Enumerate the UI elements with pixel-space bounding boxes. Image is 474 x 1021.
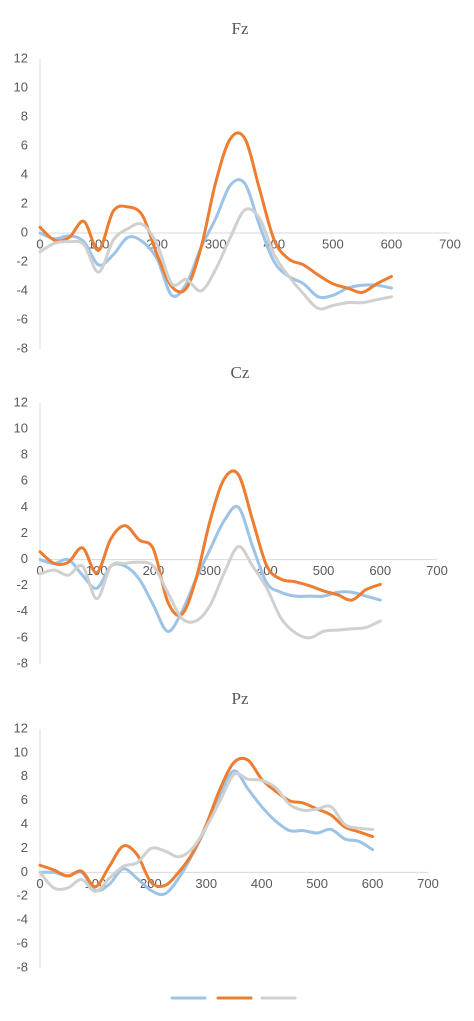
y-tick-label: 4 <box>21 166 28 181</box>
data-line <box>38 207 393 311</box>
y-tick-label: 12 <box>14 394 28 409</box>
y-tick-label: 10 <box>14 79 28 94</box>
x-tick-label: 500 <box>313 563 335 578</box>
x-tick-label: 300 <box>195 876 217 891</box>
y-tick-label: 0 <box>21 864 28 879</box>
data-line <box>38 131 393 295</box>
y-tick-label: 8 <box>21 768 28 783</box>
data-line <box>38 469 382 617</box>
x-tick-label: 500 <box>322 236 344 251</box>
y-tick-label: 10 <box>14 421 28 436</box>
y-tick-label: 12 <box>14 720 28 735</box>
y-tick-label: 4 <box>21 816 28 831</box>
y-tick-label: -6 <box>16 629 28 644</box>
y-tick-label: -6 <box>16 311 28 326</box>
x-tick-label: 600 <box>369 563 391 578</box>
chart-title: Pz <box>232 689 249 708</box>
y-tick-label: 10 <box>14 744 28 759</box>
x-tick-label: 0 <box>36 236 43 251</box>
y-tick-label: -2 <box>16 888 28 903</box>
chart-title: Cz <box>231 363 250 382</box>
y-tick-label: -4 <box>16 912 28 927</box>
y-tick-label: -6 <box>16 936 28 951</box>
data-line <box>38 545 382 640</box>
y-tick-label: 8 <box>21 108 28 123</box>
x-tick-label: 500 <box>306 876 328 891</box>
x-tick-label: 700 <box>439 236 461 251</box>
y-tick-label: -8 <box>16 655 28 670</box>
x-tick-label: 600 <box>362 876 384 891</box>
y-tick-label: 12 <box>14 50 28 65</box>
y-tick-label: 0 <box>21 551 28 566</box>
y-tick-label: -8 <box>16 959 28 974</box>
data-line <box>38 178 393 300</box>
y-tick-label: 2 <box>21 840 28 855</box>
chart-title: Fz <box>232 19 249 38</box>
x-tick-label: 0 <box>36 563 43 578</box>
y-tick-label: 6 <box>21 792 28 807</box>
data-line <box>38 504 382 633</box>
y-tick-label: 0 <box>21 224 28 239</box>
y-tick-label: -4 <box>16 282 28 297</box>
x-tick-label: 700 <box>417 876 439 891</box>
data-line <box>38 756 375 889</box>
data-line <box>38 772 375 894</box>
x-tick-label: 400 <box>251 876 273 891</box>
y-tick-label: -4 <box>16 603 28 618</box>
x-tick-label: 300 <box>199 563 221 578</box>
y-tick-label: -2 <box>16 253 28 268</box>
x-tick-label: 300 <box>205 236 227 251</box>
y-tick-label: 6 <box>21 137 28 152</box>
y-tick-label: -8 <box>16 340 28 355</box>
y-tick-label: 6 <box>21 473 28 488</box>
y-tick-label: 8 <box>21 447 28 462</box>
y-tick-label: 2 <box>21 525 28 540</box>
x-tick-label: 0 <box>36 876 43 891</box>
y-tick-label: -2 <box>16 577 28 592</box>
y-tick-label: 4 <box>21 499 28 514</box>
x-tick-label: 700 <box>426 563 448 578</box>
x-tick-label: 600 <box>381 236 403 251</box>
y-tick-label: 2 <box>21 195 28 210</box>
